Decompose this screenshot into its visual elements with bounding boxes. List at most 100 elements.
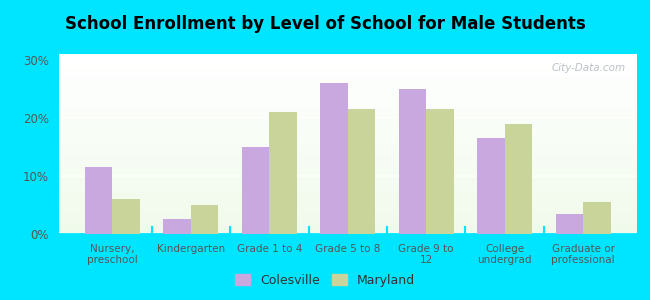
Bar (58, 201, 637, 202)
Bar (58, 209, 637, 210)
Bar (58, 218, 637, 219)
Bar (58, 58, 637, 59)
Bar (58, 152, 637, 153)
Bar (58, 219, 637, 220)
Bar (58, 217, 637, 218)
Bar (58, 146, 637, 147)
Bar (58, 85, 637, 86)
Bar (58, 62, 637, 63)
Bar (58, 113, 637, 114)
Bar (58, 223, 637, 224)
Bar (58, 101, 637, 102)
Bar (58, 69, 637, 70)
Bar (58, 229, 637, 230)
Bar (58, 144, 637, 145)
Bar (58, 198, 637, 199)
Bar (58, 83, 637, 84)
Bar (58, 72, 637, 73)
Bar (58, 68, 637, 69)
Bar (58, 206, 637, 207)
Bar (58, 75, 637, 76)
Bar (58, 130, 637, 131)
Bar (58, 145, 637, 146)
Bar (58, 207, 637, 208)
Bar (58, 143, 637, 144)
Bar (58, 225, 637, 226)
Bar (58, 92, 637, 93)
Bar (58, 204, 637, 205)
Bar (58, 191, 637, 192)
Bar (58, 70, 637, 71)
Bar (556, 214, 583, 234)
Bar (58, 106, 637, 107)
Bar (58, 103, 637, 104)
Bar (58, 184, 637, 185)
Bar (58, 161, 637, 162)
Bar (58, 148, 637, 149)
Bar (58, 78, 637, 79)
Bar (58, 136, 637, 137)
Bar (58, 158, 637, 159)
Bar (58, 150, 637, 151)
Bar (58, 189, 637, 190)
Bar (58, 139, 637, 140)
Bar (58, 63, 637, 64)
Bar (58, 91, 637, 92)
Bar (58, 80, 637, 81)
Bar (58, 215, 637, 216)
Bar (58, 203, 637, 204)
Bar (58, 202, 637, 203)
Bar (58, 123, 637, 124)
Bar (58, 61, 637, 62)
Bar (163, 220, 190, 234)
Bar (58, 88, 637, 89)
Text: School Enrollment by Level of School for Male Students: School Enrollment by Level of School for… (64, 15, 586, 33)
Bar (58, 57, 637, 58)
Bar (58, 147, 637, 148)
Bar (58, 54, 637, 55)
Bar (58, 122, 637, 123)
Bar (58, 188, 637, 189)
Bar (58, 116, 637, 117)
Bar (58, 190, 637, 191)
Bar (112, 199, 140, 234)
Bar (58, 119, 637, 120)
Bar (58, 212, 637, 213)
Bar (426, 109, 454, 234)
Bar (58, 177, 637, 178)
Bar (58, 167, 637, 168)
Bar (58, 175, 637, 176)
Bar (58, 129, 637, 130)
Bar (58, 183, 637, 184)
Bar (190, 205, 218, 234)
Bar (58, 155, 637, 156)
Bar (58, 134, 637, 135)
Bar (58, 84, 637, 85)
Bar (58, 104, 637, 105)
Bar (58, 179, 637, 180)
Bar (58, 228, 637, 229)
Bar (58, 220, 637, 221)
Bar (58, 90, 637, 91)
Bar (58, 154, 637, 155)
Bar (58, 120, 637, 121)
Bar (58, 128, 637, 129)
Bar (58, 108, 637, 109)
Bar (505, 124, 532, 234)
Bar (58, 176, 637, 177)
Bar (58, 208, 637, 209)
Bar (58, 210, 637, 211)
Bar (58, 117, 637, 118)
Bar (58, 114, 637, 115)
Bar (58, 196, 637, 197)
Bar (58, 95, 637, 96)
Bar (58, 169, 637, 170)
Text: City-Data.com: City-Data.com (551, 63, 625, 73)
Bar (58, 82, 637, 83)
Bar (58, 107, 637, 108)
Bar (58, 137, 637, 138)
Bar (58, 74, 637, 75)
Bar (242, 147, 269, 234)
Bar (58, 138, 637, 139)
Bar (58, 118, 637, 119)
